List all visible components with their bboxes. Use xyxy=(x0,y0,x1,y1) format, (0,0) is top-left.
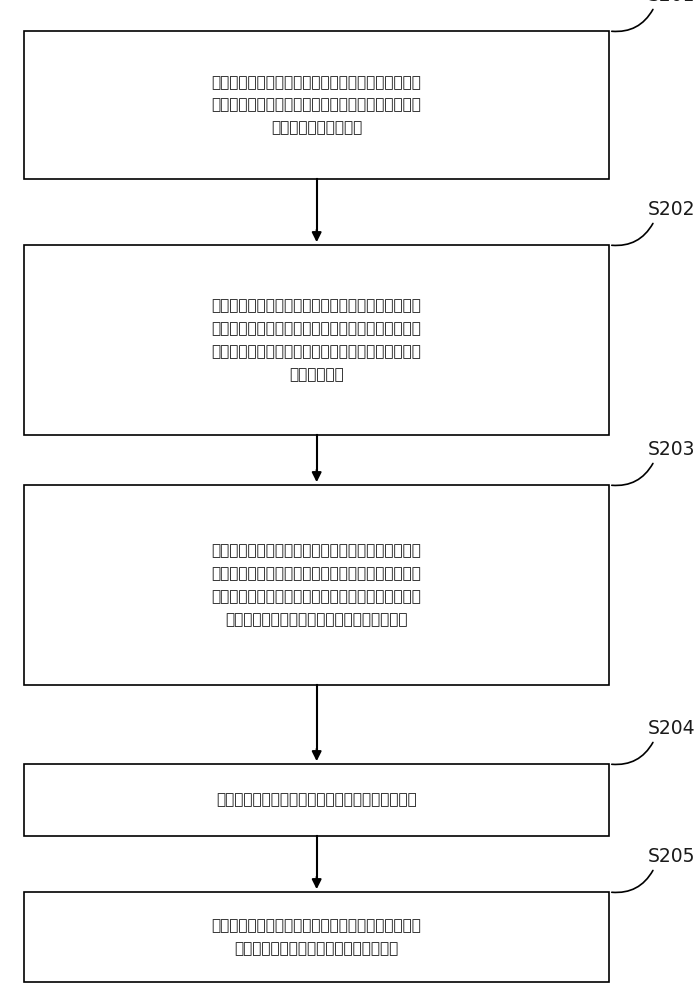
Text: S205: S205 xyxy=(648,847,695,866)
Text: 在播放所述帧动画图片序列时，根据所述目标物体图
像序列与所述帧动画图片序列的对应关系，确定所述
三维虚拟沙盘当前显示帧动画图片的目标物体区域，
并获取所述三维虚: 在播放所述帧动画图片序列时，根据所述目标物体图 像序列与所述帧动画图片序列的对应… xyxy=(212,543,422,627)
Bar xyxy=(24,485,609,685)
Bar xyxy=(24,245,609,435)
Bar xyxy=(24,31,609,179)
Text: 确定三维虚拟沙盘的帧动画图片序列中的目标物体区
域，将所述目标物体区域设置为透明通道格式，得到
带通道格式的图片序列: 确定三维虚拟沙盘的帧动画图片序列中的目标物体区 域，将所述目标物体区域设置为透明… xyxy=(212,75,422,135)
Bar xyxy=(24,892,609,982)
Text: S202: S202 xyxy=(648,200,695,219)
Text: S204: S204 xyxy=(648,719,695,738)
Text: 将所述带通道格式的图片序列遮罩所述帧动画图片序
列，得到仅保留所述目标物体区域的图像的目标物体
图像序列，其中目标物体图像序列与所述帧动画图片
序列一一对应: 将所述带通道格式的图片序列遮罩所述帧动画图片序 列，得到仅保留所述目标物体区域的… xyxy=(212,298,422,382)
Text: 根据所述目标物体图像的图像信息，设置像素矩形: 根据所述目标物体图像的图像信息，设置像素矩形 xyxy=(216,792,417,808)
Text: 在所述目标物体区域上叠加所述像素矩形，并让所述
像素矩形按预设轨迹移动，产生动态效果: 在所述目标物体区域上叠加所述像素矩形，并让所述 像素矩形按预设轨迹移动，产生动态… xyxy=(212,918,422,956)
Text: S201: S201 xyxy=(648,0,695,5)
Bar xyxy=(24,764,609,836)
Text: S203: S203 xyxy=(648,440,695,459)
